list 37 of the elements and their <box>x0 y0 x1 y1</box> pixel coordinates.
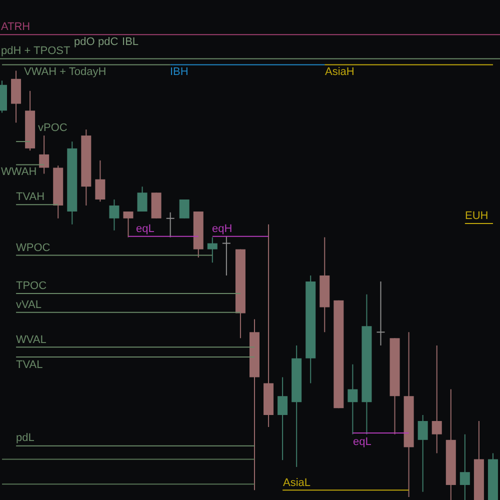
candlestick <box>166 212 175 238</box>
ref-line-label: AsiaH <box>325 66 354 78</box>
candlestick <box>460 434 470 500</box>
series-label: pdL <box>16 432 34 444</box>
candlestick <box>222 236 231 276</box>
candlestick <box>95 160 106 202</box>
series-label: EUH <box>465 210 488 222</box>
candlestick <box>179 199 190 219</box>
candlestick <box>278 376 288 461</box>
text: pdO <box>74 36 96 48</box>
candlestick <box>137 186 148 212</box>
candlestick <box>376 280 386 346</box>
candlestick <box>109 199 120 231</box>
ref-line-label: ATRH <box>1 21 30 33</box>
ref-line-label: pdH + TPOST <box>1 45 70 57</box>
candlestick <box>207 236 218 264</box>
candlestick <box>123 211 134 238</box>
series-label: AsiaL <box>283 477 311 489</box>
candlestick <box>418 414 428 492</box>
series-label: vPOC <box>38 122 68 134</box>
series-label: WWAH <box>1 166 37 178</box>
candlestick <box>432 344 442 454</box>
series-label: TPOC <box>16 280 47 292</box>
candlestick <box>39 135 50 174</box>
text: pdC <box>98 36 118 48</box>
candlestick <box>348 364 358 435</box>
ref-line-label: IBH <box>170 66 188 78</box>
series-label: eqH <box>212 223 232 235</box>
series-label: TVAH <box>16 191 45 203</box>
series-label: WVAL <box>16 334 46 346</box>
text: IBL <box>122 36 139 48</box>
series-label: eqL <box>136 223 154 235</box>
series-label: vVAL <box>16 299 42 311</box>
ref-line-label: VWAH + TodayH <box>24 66 106 78</box>
series-label: WPOC <box>16 242 50 254</box>
series-label: eqL <box>353 436 372 448</box>
series-label: TVAL <box>16 359 43 371</box>
